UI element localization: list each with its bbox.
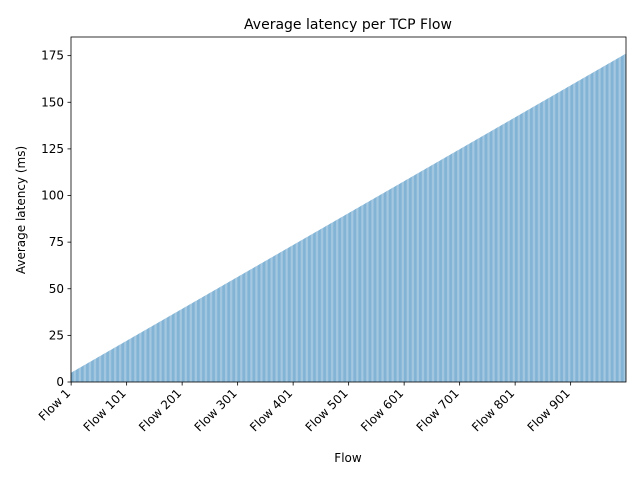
x-ticks-group: Flow 1 Flow 101 Flow 201 Flow 301 Flow 401 Fl… <box>36 382 573 434</box>
y-tick-label: 100 <box>41 189 64 203</box>
x-tick-label: Flow 201 <box>136 386 184 434</box>
bars-group <box>71 53 626 383</box>
y-ticks-group: 0 25 50 75 100 125 150 175 <box>41 49 71 389</box>
y-axis-label: Average latency (ms) <box>14 146 28 274</box>
y-tick-label: 150 <box>41 95 64 109</box>
x-tick-label: Flow 601 <box>358 386 406 434</box>
x-tick-label: Flow 801 <box>469 386 517 434</box>
y-tick-label: 75 <box>49 235 64 249</box>
x-tick-label: Flow 701 <box>414 386 462 434</box>
y-tick-label: 175 <box>41 49 64 63</box>
x-tick-label: Flow 901 <box>525 386 573 434</box>
x-axis-label: Flow <box>334 451 362 465</box>
y-tick-label: 125 <box>41 142 64 156</box>
y-tick-label: 0 <box>56 375 64 389</box>
x-tick-label: Flow 301 <box>192 386 240 434</box>
x-tick-label: Flow 401 <box>247 386 295 434</box>
x-tick-label: Flow 501 <box>303 386 351 434</box>
x-tick-label: Flow 1 <box>36 386 73 423</box>
y-tick-label: 25 <box>49 328 64 342</box>
chart-title: Average latency per TCP Flow <box>244 17 452 33</box>
y-tick-label: 50 <box>49 282 64 296</box>
x-tick-label: Flow 101 <box>81 386 129 434</box>
